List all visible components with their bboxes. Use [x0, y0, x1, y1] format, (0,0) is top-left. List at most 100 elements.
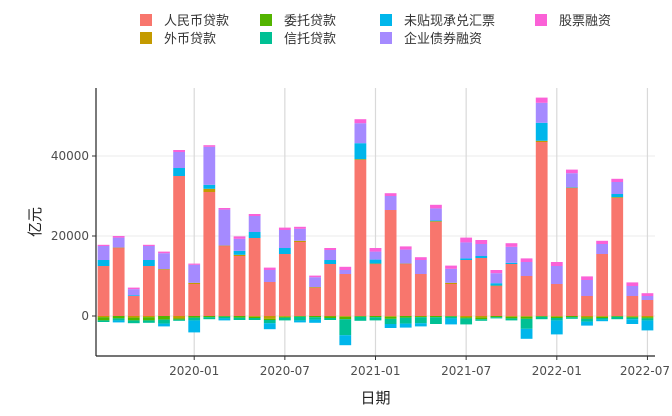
bar-segment — [535, 122, 548, 141]
bar-segment — [278, 248, 291, 254]
legend-swatch — [380, 13, 392, 26]
y-tick-label: 20000 — [51, 229, 89, 243]
bar-segment — [354, 316, 367, 317]
bar-segment — [263, 267, 276, 270]
bar-segment — [309, 288, 321, 316]
bar-segment — [263, 323, 276, 330]
legend-label: 信托贷款 — [284, 32, 337, 47]
bar-segment — [278, 227, 291, 230]
bar-segment — [535, 316, 548, 317]
bar-segment — [263, 282, 276, 316]
bar-segment — [535, 142, 548, 316]
bar-segment — [112, 236, 125, 238]
bar-segment — [188, 284, 201, 316]
bar-segment — [339, 316, 352, 317]
bar-segment — [399, 249, 412, 264]
bar-segment — [626, 282, 639, 286]
bar-segment — [550, 284, 563, 316]
bar-segment — [520, 262, 533, 276]
bar-segment — [278, 317, 291, 321]
bar-segment — [354, 160, 367, 316]
bar-segment — [596, 316, 609, 318]
x-axis-title: 日期 — [360, 389, 390, 407]
bar-segment — [460, 316, 473, 318]
bar-segment — [581, 318, 593, 322]
bar-segment — [369, 251, 382, 260]
bar-segment — [97, 316, 110, 318]
legend-swatch — [140, 13, 152, 26]
bar-segment — [520, 318, 533, 329]
bar-segment — [188, 320, 201, 333]
bar-segment — [203, 316, 216, 318]
legend-label: 人民币贷款 — [164, 14, 230, 29]
bar-segment — [142, 317, 155, 321]
bar-segment — [626, 296, 639, 316]
bar-segment — [369, 259, 382, 264]
bar-segment — [414, 260, 427, 274]
bar-segment — [520, 316, 533, 317]
bar-segment — [581, 280, 593, 296]
bar-segment — [263, 320, 276, 324]
bar-segment — [142, 260, 155, 266]
bar-segment — [384, 318, 397, 324]
bar-segment — [384, 210, 397, 316]
bar-segment — [475, 256, 488, 258]
bar-segment — [173, 168, 185, 176]
bar-segment — [414, 316, 427, 318]
bar-segment — [505, 318, 518, 321]
bar-segment — [354, 316, 367, 321]
bar-segment — [475, 240, 488, 244]
bar-segment — [520, 258, 533, 262]
legend-swatch — [535, 13, 547, 26]
bar-segment — [203, 146, 216, 185]
bar-segment — [550, 262, 563, 266]
bar-segment — [626, 316, 639, 318]
bar-segment — [278, 316, 291, 317]
bar-segment — [535, 97, 548, 103]
bar-segment — [566, 316, 578, 318]
bar-segment — [188, 317, 201, 321]
bar-segment — [490, 285, 503, 287]
bar-segment — [445, 265, 457, 269]
bar-segment — [173, 152, 185, 168]
bar-segment — [142, 316, 155, 318]
bar-segment — [626, 317, 639, 320]
bar-segment — [127, 289, 140, 296]
bar-segment — [414, 257, 427, 260]
bar-segment — [158, 319, 170, 324]
bar-segment — [294, 228, 306, 241]
bar-segment — [641, 318, 654, 321]
bar-segment — [566, 169, 578, 174]
bar-segment — [384, 316, 397, 319]
bar-segment — [475, 316, 488, 318]
bar-segment — [490, 270, 503, 274]
bar-segment — [203, 192, 216, 316]
bar-segment — [611, 182, 624, 194]
bar-segment — [112, 318, 125, 321]
bar-segment — [218, 316, 231, 317]
bar-segment — [581, 321, 593, 326]
bar-segment — [339, 319, 352, 336]
bar-segment — [354, 123, 367, 144]
bar-segment — [294, 316, 306, 317]
bar-segment — [430, 208, 442, 221]
bar-segment — [233, 256, 246, 316]
bar-segment — [550, 316, 563, 317]
bar-segment — [263, 318, 276, 320]
bar-segment — [248, 232, 261, 238]
x-tick-label: 2020-01 — [169, 364, 219, 378]
bar-segment — [414, 323, 427, 327]
bar-segment — [97, 246, 110, 260]
bar-segment — [339, 270, 352, 274]
bar-segment — [369, 316, 382, 318]
bar-segment — [158, 251, 170, 254]
bar-segment — [324, 318, 337, 320]
bar-segment — [173, 316, 185, 319]
bar-segment — [641, 300, 654, 316]
bar-segment — [248, 318, 261, 320]
bar-segment — [475, 317, 488, 320]
bar-segment — [611, 194, 624, 198]
bar-segment — [611, 197, 624, 198]
bar-segment — [369, 317, 382, 321]
